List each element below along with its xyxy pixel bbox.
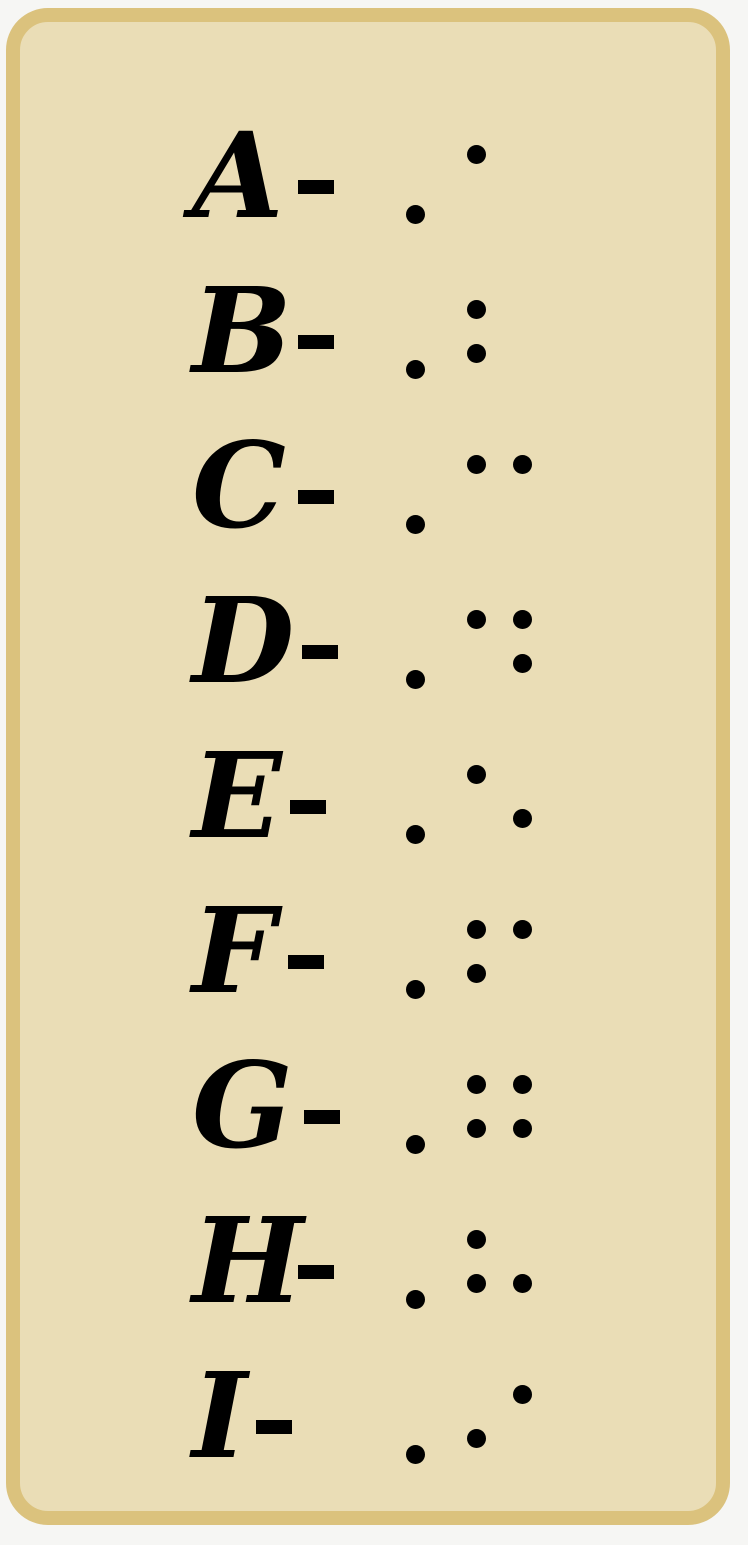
braille-dot-4 <box>513 455 532 474</box>
braille-row-d: D <box>20 582 744 737</box>
braille-dot-1 <box>467 920 486 939</box>
braille-dot-5 <box>513 1119 532 1138</box>
braille-dot-4 <box>513 610 532 629</box>
hyphen-mark <box>298 335 334 349</box>
letter-label: F <box>192 881 276 1020</box>
braille-dot-1 <box>467 1075 486 1094</box>
letter-label: G <box>192 1036 293 1175</box>
braille-dot-2 <box>467 964 486 983</box>
separator-dot <box>406 205 425 224</box>
hyphen-mark <box>304 1110 340 1124</box>
letter-label: B <box>192 261 292 400</box>
separator-dot <box>406 360 425 379</box>
separator-dot <box>406 515 425 534</box>
letter-label: A <box>192 106 284 245</box>
separator-dot <box>406 825 425 844</box>
braille-dot-1 <box>467 300 486 319</box>
letter-label: D <box>192 571 295 710</box>
hyphen-mark <box>298 180 334 194</box>
hyphen-mark <box>256 1420 292 1434</box>
hyphen-mark <box>298 1265 334 1279</box>
hyphen-mark <box>302 645 338 659</box>
braille-dot-5 <box>513 1274 532 1293</box>
separator-dot <box>406 1135 425 1154</box>
braille-dot-1 <box>467 765 486 784</box>
braille-dot-1 <box>467 610 486 629</box>
braille-dot-1 <box>467 1230 486 1249</box>
braille-dot-2 <box>467 1274 486 1293</box>
braille-dot-2 <box>467 1429 486 1448</box>
braille-row-i: I <box>20 1357 744 1512</box>
letter-label: H <box>192 1191 304 1330</box>
braille-dot-2 <box>467 1119 486 1138</box>
braille-row-a: A <box>20 117 744 272</box>
hyphen-mark <box>290 800 326 814</box>
braille-dot-4 <box>513 1385 532 1404</box>
separator-dot <box>406 670 425 689</box>
braille-dot-1 <box>467 455 486 474</box>
braille-dot-4 <box>513 1075 532 1094</box>
braille-row-c: C <box>20 427 744 582</box>
braille-row-f: F <box>20 892 744 1047</box>
separator-dot <box>406 1445 425 1464</box>
letter-label: I <box>192 1346 248 1485</box>
braille-dot-5 <box>513 654 532 673</box>
braille-dot-5 <box>513 809 532 828</box>
hyphen-mark <box>298 490 334 504</box>
braille-dot-4 <box>513 920 532 939</box>
braille-dot-2 <box>467 344 486 363</box>
separator-dot <box>406 980 425 999</box>
letter-label: C <box>192 416 286 555</box>
braille-row-e: E <box>20 737 744 892</box>
separator-dot <box>406 1290 425 1309</box>
braille-row-g: G <box>20 1047 744 1202</box>
braille-row-h: H <box>20 1202 744 1357</box>
hyphen-mark <box>288 955 324 969</box>
braille-row-b: B <box>20 272 744 427</box>
letter-label: E <box>192 726 282 865</box>
braille-dot-1 <box>467 145 486 164</box>
